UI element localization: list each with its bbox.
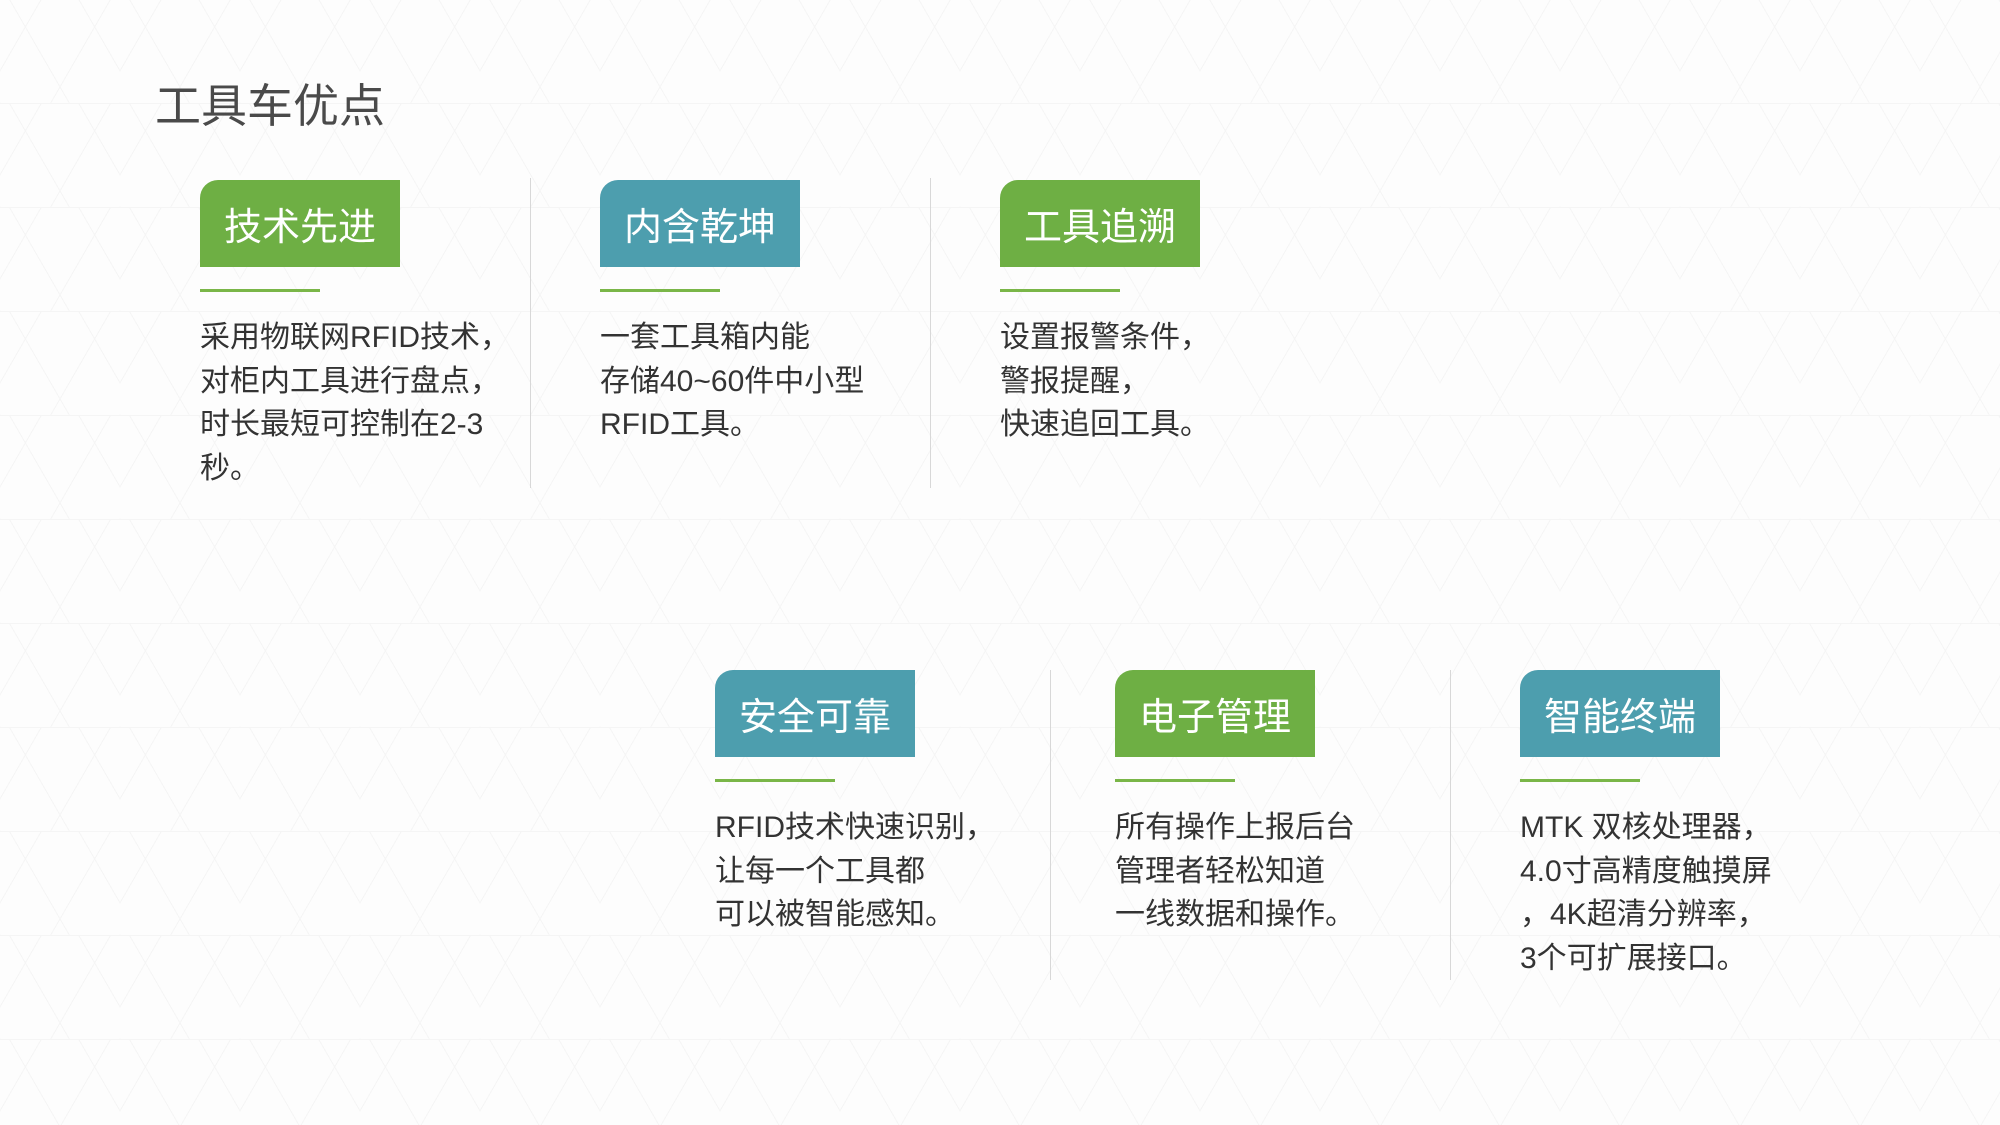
divider	[1000, 289, 1120, 292]
badge-label: 内含乾坤	[600, 180, 800, 267]
feature-card: 智能终端 MTK 双核处理器，4.0寸高精度触摸屏，4K超清分辨率，3个可扩展接…	[1520, 670, 1830, 980]
separator-line	[1050, 670, 1051, 980]
card-description: 所有操作上报后台管理者轻松知道一线数据和操作。	[1115, 806, 1425, 937]
feature-card: 工具追溯 设置报警条件，警报提醒，快速追回工具。	[1000, 180, 1310, 447]
feature-card: 电子管理 所有操作上报后台管理者轻松知道一线数据和操作。	[1115, 670, 1425, 937]
card-description: MTK 双核处理器，4.0寸高精度触摸屏，4K超清分辨率，3个可扩展接口。	[1520, 806, 1830, 980]
feature-card: 内含乾坤 一套工具箱内能存储40~60件中小型RFID工具。	[600, 180, 910, 447]
feature-card: 技术先进 采用物联网RFID技术，对柜内工具进行盘点，时长最短可控制在2-3秒。	[200, 180, 510, 490]
feature-card: 安全可靠 RFID技术快速识别，让每一个工具都可以被智能感知。	[715, 670, 1025, 937]
divider	[1115, 779, 1235, 782]
card-description: 一套工具箱内能存储40~60件中小型RFID工具。	[600, 316, 910, 447]
page-title: 工具车优点	[155, 70, 385, 136]
badge-label: 技术先进	[200, 180, 400, 267]
badge-label: 智能终端	[1520, 670, 1720, 757]
badge-label: 电子管理	[1115, 670, 1315, 757]
separator-line	[1450, 670, 1451, 980]
divider	[200, 289, 320, 292]
divider	[1520, 779, 1640, 782]
separator-line	[530, 178, 531, 488]
card-description: RFID技术快速识别，让每一个工具都可以被智能感知。	[715, 806, 1025, 937]
divider	[600, 289, 720, 292]
divider	[715, 779, 835, 782]
card-description: 采用物联网RFID技术，对柜内工具进行盘点，时长最短可控制在2-3秒。	[200, 316, 510, 490]
card-description: 设置报警条件，警报提醒，快速追回工具。	[1000, 316, 1310, 447]
badge-label: 工具追溯	[1000, 180, 1200, 267]
badge-label: 安全可靠	[715, 670, 915, 757]
separator-line	[930, 178, 931, 488]
